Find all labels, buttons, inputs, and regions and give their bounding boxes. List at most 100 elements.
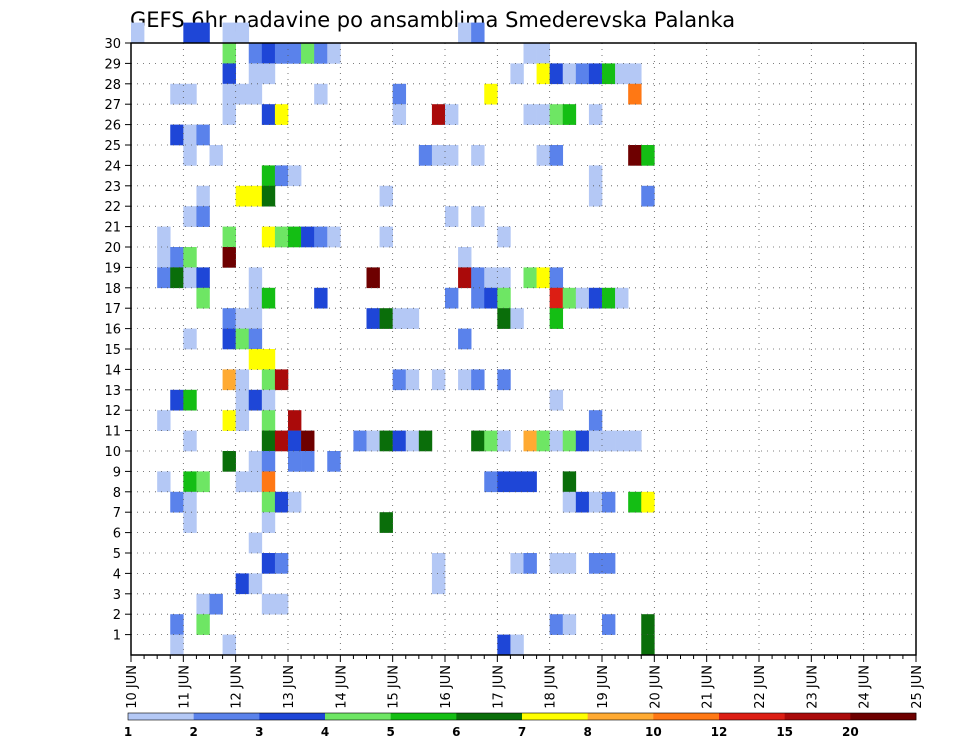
heat-cell: [379, 512, 393, 533]
heat-cell: [628, 83, 642, 105]
y-tick-label: 25: [104, 139, 121, 154]
heat-cell: [497, 369, 511, 391]
colorbar-swatch: [850, 713, 917, 720]
heat-cell: [366, 430, 380, 452]
heat-cell: [497, 430, 511, 452]
heat-cell: [510, 471, 524, 493]
colorbar-swatch: [390, 713, 457, 720]
heat-cell: [484, 287, 498, 309]
heat-cell: [235, 471, 250, 493]
heat-cell: [549, 553, 564, 574]
heat-cell: [536, 145, 550, 166]
y-tick-label: 24: [104, 159, 121, 174]
y-tick-label: 15: [104, 343, 121, 358]
heat-cell: [615, 63, 629, 85]
y-tick-label: 13: [104, 384, 121, 399]
heat-cell: [562, 614, 577, 635]
heat-cell: [458, 247, 472, 268]
heat-cell: [235, 573, 250, 595]
heat-cell: [366, 267, 380, 289]
heat-cell: [222, 451, 236, 472]
x-tick-label: 18 JUN: [544, 665, 559, 709]
heat-cell: [222, 22, 236, 44]
x-tick-label: 24 JUN: [858, 665, 873, 709]
heat-cell: [510, 63, 524, 85]
heat-cell: [418, 430, 433, 452]
heat-cell: [628, 63, 642, 85]
heat-cell: [471, 145, 485, 166]
heat-cell: [588, 185, 603, 207]
heat-cell: [274, 491, 289, 513]
heat-cell: [562, 471, 577, 493]
heat-cell: [248, 328, 263, 350]
heat-cell: [235, 22, 250, 44]
heat-cell: [562, 430, 577, 452]
heat-cell: [235, 369, 250, 391]
heat-cell: [222, 226, 236, 248]
y-tick-label: 10: [104, 445, 121, 460]
heat-cell: [549, 287, 564, 309]
heat-cell: [497, 308, 511, 329]
x-tick-label: 10 JUN: [125, 665, 140, 709]
y-tick-label: 7: [113, 506, 121, 521]
chart-title: GEFS 6hr padavine po ansamblima Smederev…: [130, 8, 735, 32]
heat-cell: [274, 104, 289, 125]
heat-cell: [274, 430, 289, 452]
heat-cell: [170, 247, 184, 268]
colorbar-frame: [127, 712, 917, 721]
heat-cell: [235, 410, 250, 431]
colorbar-label: 5: [386, 725, 394, 739]
heat-cell: [327, 226, 341, 248]
heat-cell: [536, 267, 550, 289]
heat-cell: [222, 410, 236, 431]
heat-cell: [445, 206, 459, 227]
x-tick-label: 17 JUN: [491, 665, 506, 709]
heat-cell: [235, 83, 250, 105]
heat-cell: [301, 430, 315, 452]
heat-cell: [602, 430, 616, 452]
heat-cell: [497, 267, 511, 289]
heat-cell: [248, 185, 263, 207]
heat-cell: [196, 124, 210, 146]
heat-cell: [261, 226, 276, 248]
x-tick-label: 22 JUN: [753, 665, 768, 709]
heat-cell: [575, 491, 590, 513]
heat-cell: [183, 328, 197, 350]
heat-cell: [471, 430, 485, 452]
x-tick-label: 23 JUN: [805, 665, 820, 709]
heat-cell: [274, 226, 289, 248]
heat-cell: [196, 22, 210, 44]
heat-cell: [588, 430, 603, 452]
heat-cell: [261, 165, 276, 187]
heat-cell: [392, 369, 407, 391]
heat-cell: [602, 287, 616, 309]
heat-cell: [405, 369, 420, 391]
heat-cell: [261, 491, 276, 513]
heat-cell: [261, 43, 276, 64]
heat-cell: [588, 410, 603, 431]
heat-cell: [301, 43, 315, 64]
heat-cell: [523, 471, 537, 493]
colorbar-label: 15: [776, 725, 793, 739]
heat-cell: [183, 471, 197, 493]
colorbar-label: 8: [583, 725, 591, 739]
heat-cell: [405, 308, 420, 329]
y-tick-label: 29: [104, 57, 121, 72]
heat-cell: [248, 349, 263, 370]
heat-cell: [471, 287, 485, 309]
heat-cell: [261, 471, 276, 493]
heat-cell: [196, 471, 210, 493]
heat-cell: [222, 43, 236, 64]
heat-cell: [445, 104, 459, 125]
heat-cell: [235, 389, 250, 411]
heat-cell: [628, 491, 642, 513]
heat-cell: [562, 287, 577, 309]
colorbar-swatch: [259, 713, 326, 720]
heat-cell: [523, 430, 537, 452]
heat-cell: [536, 430, 550, 452]
heat-cell: [248, 43, 263, 64]
x-tick-label: 13 JUN: [282, 665, 297, 709]
colorbar-swatch: [456, 713, 523, 720]
y-tick-label: 8: [113, 486, 121, 501]
